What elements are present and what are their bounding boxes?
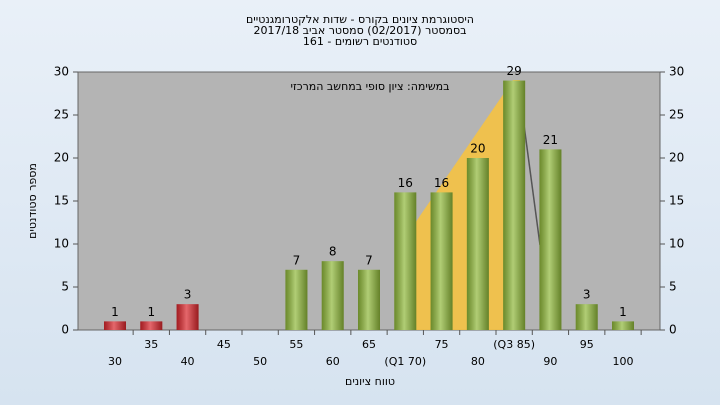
chart-title: היסטוגרמת ציונים בקורס - שדות אלקטרומגנט…	[246, 13, 474, 26]
bar-shade	[575, 304, 598, 330]
x-tick-label: 75	[435, 338, 449, 351]
value-label: 8	[329, 245, 337, 259]
bar-shade	[140, 321, 163, 330]
value-label: 20	[470, 142, 485, 156]
bar-shade	[321, 261, 344, 330]
value-label: 1	[619, 305, 627, 319]
y-tick-label: 15	[54, 194, 69, 208]
y-tick-label: 25	[54, 108, 69, 122]
value-label: 3	[583, 288, 591, 302]
chart-subtitle: סטודנטים רשומים - 161	[303, 35, 417, 48]
bar-shade	[358, 269, 380, 330]
bar-shade	[176, 304, 199, 330]
x-tick-label: 50	[253, 355, 267, 368]
bar-shade	[612, 321, 634, 330]
y2-tick-label: 10	[669, 237, 684, 251]
y2-tick-label: 15	[669, 194, 684, 208]
value-label: 3	[184, 288, 192, 302]
x-tick-label: 65	[362, 338, 376, 351]
x-tick-label: 30	[108, 355, 122, 368]
y2-tick-label: 20	[669, 151, 684, 165]
bar-shade	[466, 158, 489, 330]
y2-tick-label: 25	[669, 108, 684, 122]
bar-shade	[430, 192, 453, 330]
value-label: 7	[293, 253, 301, 267]
y2-tick-label: 0	[669, 323, 677, 337]
y2-tick-label: 30	[669, 65, 684, 79]
x-tick-label: 35	[144, 338, 158, 351]
x-tick-label: 55	[289, 338, 303, 351]
x-tick-label: 90	[543, 355, 557, 368]
bar-shade	[285, 269, 308, 330]
y-tick-label: 5	[61, 280, 69, 294]
bar-shade	[104, 321, 126, 330]
value-label: 1	[147, 305, 155, 319]
value-label: 29	[507, 64, 522, 78]
y-tick-label: 20	[54, 151, 69, 165]
x-tick-label: 95	[580, 338, 594, 351]
x-tick-label: 40	[181, 355, 195, 368]
bar-shade	[503, 80, 526, 330]
value-label: 7	[365, 253, 373, 267]
x-tick-label: (Q1 70)	[384, 355, 426, 368]
x-axis-title: טווח ציונים	[345, 375, 395, 388]
x-tick-label: (Q3 85)	[493, 338, 535, 351]
chart-subtitle: בסמסטר (02/2017) סמסטר אביב 2017/18	[253, 24, 466, 37]
y-axis-title: מספר סטודנטים	[26, 163, 39, 239]
y-tick-label: 30	[54, 65, 69, 79]
y-tick-label: 0	[61, 323, 69, 337]
quartile-band	[400, 80, 520, 330]
y2-tick-label: 5	[669, 280, 677, 294]
annotation: במשימה: ציון סופי במחשב המרכזי	[290, 80, 449, 93]
x-tick-label: 100	[613, 355, 634, 368]
y-tick-label: 10	[54, 237, 69, 251]
x-tick-label: 80	[471, 355, 485, 368]
x-tick-label: 45	[217, 338, 231, 351]
value-label: 1	[111, 305, 119, 319]
bar-shade	[394, 192, 417, 330]
bar-shade	[539, 149, 562, 330]
value-label: 16	[434, 176, 449, 190]
value-label: 16	[398, 176, 413, 190]
x-tick-label: 60	[326, 355, 340, 368]
value-label: 21	[543, 133, 558, 147]
